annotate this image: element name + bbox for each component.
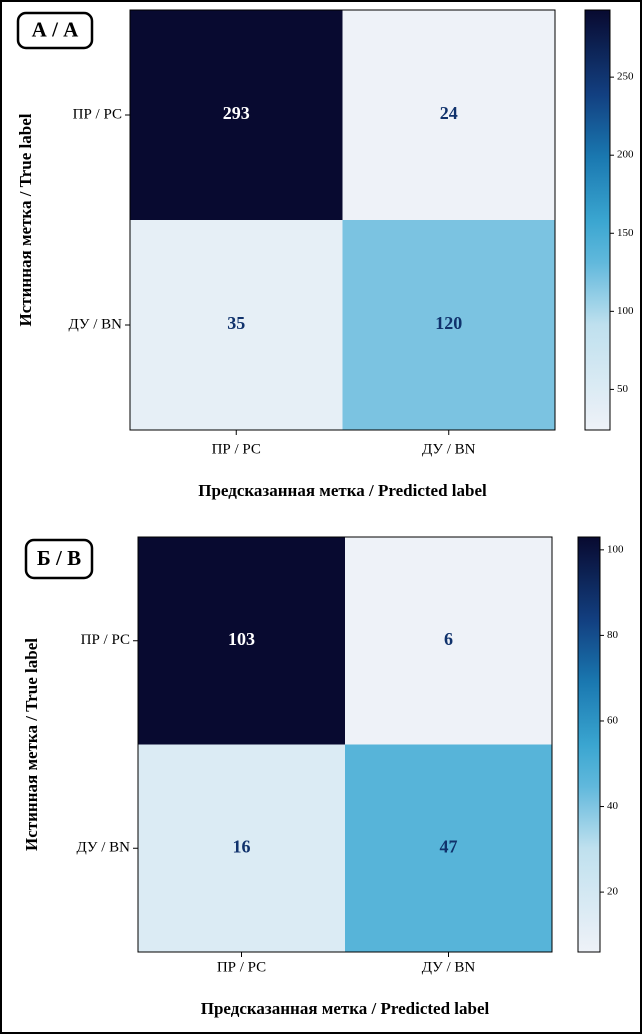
heatmap-cell	[345, 744, 552, 952]
plot-frame	[129, 9, 556, 431]
y-tick-label: ДУ / BN	[76, 840, 130, 856]
x-tick-label: ДУ / BN	[422, 441, 476, 457]
colorbar-tick-label: 250	[617, 71, 634, 83]
colorbar	[577, 536, 601, 953]
panel-label: А / А	[32, 17, 80, 41]
cell-value-label: 24	[440, 103, 458, 123]
colorbar-tick-label: 80	[607, 629, 619, 641]
cell-value-label: 16	[233, 836, 251, 856]
x-axis-label: Предсказанная метка / Predicted label	[201, 999, 490, 1018]
colorbar	[584, 9, 611, 431]
cell-value-label: 47	[440, 836, 458, 856]
cell-value-label: 103	[228, 629, 255, 649]
cell-value-label: 35	[227, 313, 245, 333]
colorbar-tick-label: 60	[607, 715, 619, 727]
y-axis-label: Истинная метка / True label	[16, 113, 35, 326]
colorbar-tick-label: 40	[607, 800, 619, 812]
panel-label-box	[24, 538, 94, 580]
panel-label: Б / B	[37, 546, 81, 570]
x-axis-label: Предсказанная метка / Predicted label	[198, 481, 487, 500]
x-tick-label: ДУ / BN	[422, 959, 476, 975]
colorbar-tick-label: 150	[617, 227, 634, 239]
heatmap-cell	[342, 10, 555, 220]
plot-frame	[137, 536, 553, 953]
panel-label-box	[16, 11, 94, 50]
x-tick-label: ПР / РС	[217, 959, 266, 975]
colorbar-tick-label: 100	[607, 543, 624, 555]
colorbar-tick-label: 100	[617, 305, 634, 317]
heatmap-cell	[138, 744, 345, 952]
cell-value-label: 293	[223, 103, 250, 123]
cell-value-label: 120	[435, 313, 462, 333]
heatmap-cell	[345, 537, 552, 745]
y-axis-label: Истинная метка / True label	[22, 638, 41, 851]
heatmap-cell	[130, 10, 343, 220]
y-tick-label: ПР / РС	[81, 632, 130, 648]
cell-value-label: 6	[444, 629, 453, 649]
y-tick-label: ПР / РС	[73, 106, 122, 122]
x-tick-label: ПР / РС	[212, 441, 261, 457]
colorbar-tick-label: 200	[617, 149, 634, 161]
heatmap-cell	[130, 220, 343, 430]
colorbar-tick-label: 20	[607, 886, 619, 898]
heatmap-cell	[342, 220, 555, 430]
colorbar-tick-label: 50	[617, 383, 629, 395]
heatmap-cell	[138, 537, 345, 745]
y-tick-label: ДУ / BN	[68, 316, 122, 332]
